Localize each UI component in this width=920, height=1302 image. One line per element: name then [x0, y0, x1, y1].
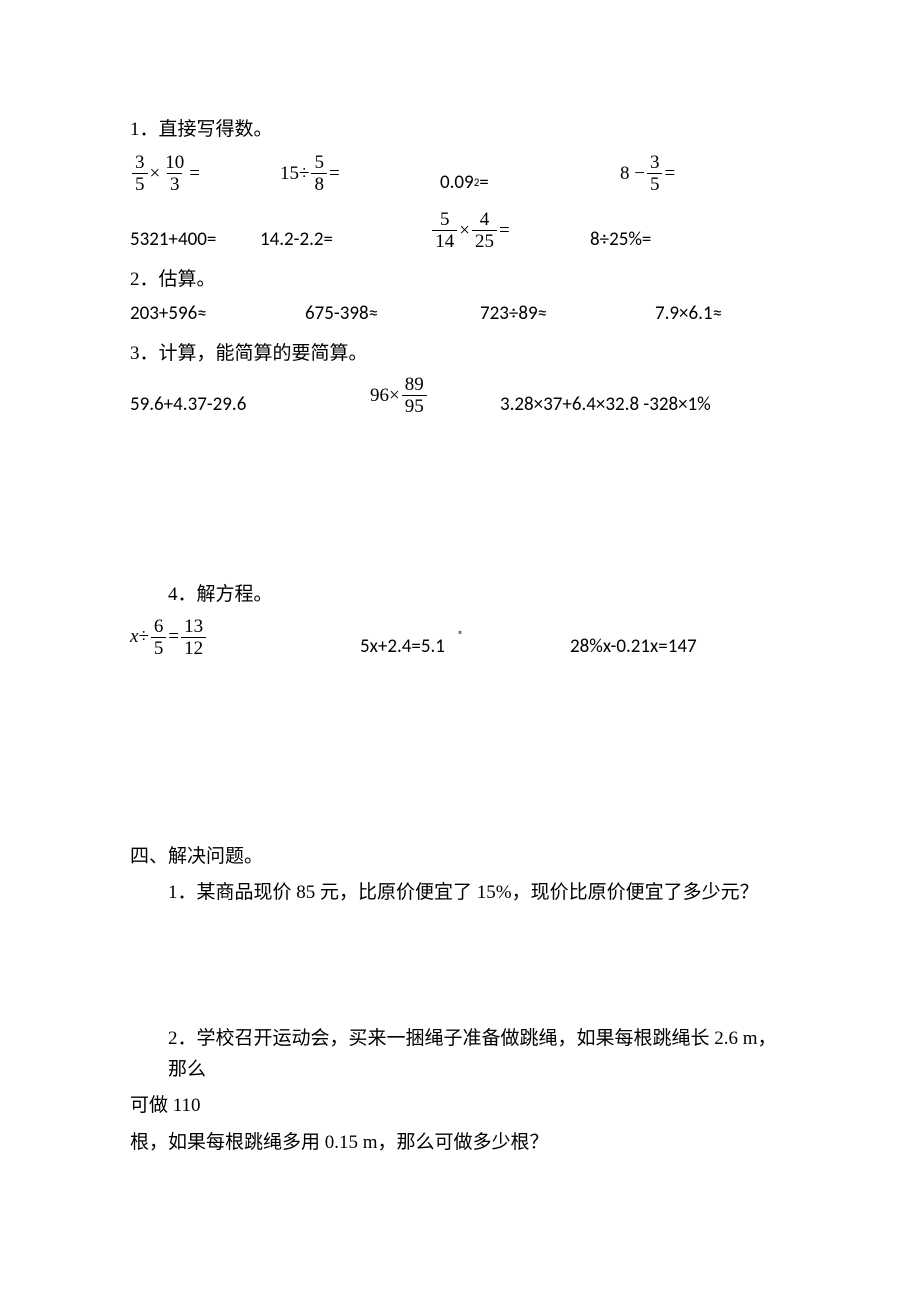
q1-r2-c1: 5321+400= [130, 210, 260, 251]
numerator: 13 [181, 617, 206, 637]
q3-c3: 3.28×37+6.4×32.8 -328×1% [500, 393, 711, 416]
denominator: 14 [432, 230, 457, 251]
q4-c3: 28%x-0.21x=147 [570, 635, 697, 658]
q1-r1-c1: 3 5 × 10 3 = [130, 153, 280, 194]
fraction: 3 5 [647, 153, 663, 194]
spacer [130, 914, 790, 1024]
denominator: 8 [311, 173, 327, 194]
q1-r1-c3: 0.092= [440, 153, 620, 194]
denominator: 25 [472, 230, 497, 251]
q1-r2-c3: 5 14 × 4 25 = [380, 210, 560, 251]
base: 0.09 [440, 171, 474, 194]
fraction: 5 8 [311, 153, 327, 194]
section4-p2a: 2．学校召开运动会，买来一捆绳子准备做跳绳，如果每根跳绳长 2.6 m，那么 [130, 1024, 790, 1085]
q2-title: 2．估算。 [130, 265, 790, 295]
equals: = [329, 163, 340, 185]
numerator: 5 [311, 153, 327, 173]
q2-c2: 675-398≈ [305, 302, 480, 325]
equals: = [499, 220, 510, 242]
section4-p2c: 根，如果每根跳绳多用 0.15 m，那么可做多少根？ [130, 1128, 790, 1158]
lead-text: 8 − [620, 163, 645, 185]
q2-row: 203+596≈ 675-398≈ 723÷89≈ 7.9×6.1≈ [130, 302, 790, 325]
lead-text: 96× [370, 385, 400, 407]
denominator: 5 [151, 637, 167, 658]
fraction: 3 5 [132, 153, 148, 194]
denominator: 5 [132, 173, 148, 194]
lead-text: 15÷ [280, 163, 309, 185]
numerator: 6 [151, 617, 167, 637]
operator: × [150, 163, 161, 185]
fraction: 13 12 [181, 617, 206, 658]
q4-c1: x ÷ 6 5 = 13 12 [130, 617, 360, 658]
q3-c1: 59.6+4.37-29.6 [130, 393, 370, 416]
q4-c2: 5x+2.4=5.1 [360, 635, 570, 658]
q1-title: 1．直接写得数。 [130, 115, 790, 145]
q3-c2: 96× 89 95 [370, 375, 500, 416]
q3-title: 3．计算，能简算的要简算。 [130, 339, 790, 369]
fraction: 89 95 [402, 375, 427, 416]
section4-heading: 四、解决问题。 [130, 842, 790, 872]
spacer [130, 430, 790, 580]
section4-p1: 1．某商品现价 85 元，比原价便宜了 15%，现价比原价便宜了多少元？ [130, 878, 790, 908]
equals: = [479, 171, 488, 194]
denominator: 3 [167, 173, 183, 194]
q1-row1: 3 5 × 10 3 = 15÷ 5 8 = 0.092= 8 − 3 [130, 153, 790, 194]
q1-row2: 5321+400= 14.2-2.2= 5 14 × 4 25 = 8÷25%= [130, 210, 790, 251]
page: 1．直接写得数。 3 5 × 10 3 = 15÷ 5 8 = 0.092= [0, 0, 920, 1302]
numerator: 3 [647, 153, 663, 173]
denominator: 5 [647, 173, 663, 194]
numerator: 3 [132, 153, 148, 173]
fraction: 10 3 [162, 153, 187, 194]
q2-c1: 203+596≈ [130, 302, 305, 325]
numerator: 4 [477, 210, 493, 230]
section4-p2b: 可做 110 [130, 1091, 790, 1121]
q1-r2-c2: 14.2-2.2= [260, 210, 380, 251]
center-marker-icon: ▪ [458, 625, 462, 639]
denominator: 12 [181, 637, 206, 658]
spacer [130, 672, 790, 842]
q1-r1-c4: 8 − 3 5 = [620, 153, 675, 194]
q4-title: 4．解方程。 [130, 580, 790, 610]
equals: = [664, 163, 675, 185]
operator: × [459, 220, 470, 242]
equals: = [168, 626, 179, 648]
numerator: 5 [437, 210, 453, 230]
fraction: 6 5 [151, 617, 167, 658]
numerator: 10 [162, 153, 187, 173]
q1-r1-c2: 15÷ 5 8 = [280, 153, 440, 194]
q2-c4: 7.9×6.1≈ [655, 302, 722, 325]
q3-row: 59.6+4.37-29.6 96× 89 95 3.28×37+6.4×32.… [130, 375, 790, 416]
fraction: 5 14 [432, 210, 457, 251]
fraction: 4 25 [472, 210, 497, 251]
denominator: 95 [402, 395, 427, 416]
equals: = [189, 163, 200, 185]
q1-r2-c4: 8÷25%= [560, 210, 651, 251]
variable: x [130, 626, 138, 648]
q2-c3: 723÷89≈ [480, 302, 655, 325]
numerator: 89 [402, 375, 427, 395]
operator: ÷ [138, 626, 148, 648]
